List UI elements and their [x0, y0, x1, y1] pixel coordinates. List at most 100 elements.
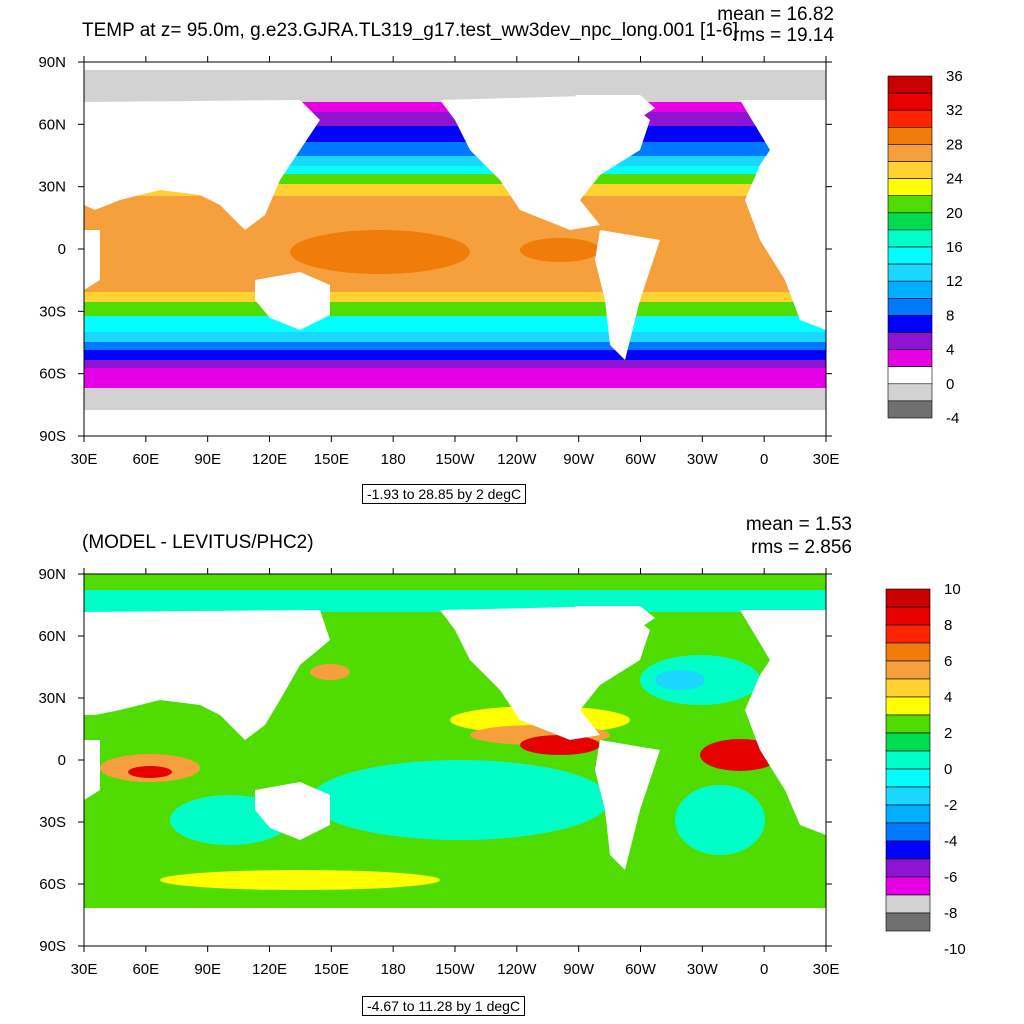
top-colorbar-swatch — [887, 178, 933, 197]
bottom-colorbar-label: -8 — [944, 905, 957, 922]
top-colorbar-label: 8 — [946, 307, 954, 324]
top-colorbar-swatch — [887, 127, 933, 145]
land-americas-n-b — [440, 606, 650, 740]
bottom-xtick-label: 30E — [813, 961, 840, 978]
top-colorbar-swatch — [887, 349, 933, 368]
bottom-yellow-tropics — [450, 706, 630, 734]
band-s-lightblue — [84, 342, 826, 350]
bottom-colorbar-label: -6 — [944, 869, 957, 886]
land-s-america-b — [595, 740, 660, 870]
bottom-colorbar-label: 4 — [944, 689, 952, 706]
bottom-ytick-label: 90S — [39, 938, 66, 955]
bottom-colorbar-label: 8 — [944, 617, 952, 634]
bottom-panel-title: (MODEL - LEVITUS/PHC2) — [82, 532, 314, 553]
top-xtick-label: 90W — [563, 451, 595, 468]
bottom-colorbar-swatch — [885, 606, 931, 626]
bottom-orange-indian — [100, 754, 200, 782]
bottom-ytick-label: 30S — [39, 814, 66, 831]
band-s-sky — [84, 332, 826, 342]
bottom-range-box: -4.67 to 11.28 by 1 degC — [362, 996, 526, 1016]
top-colorbar-swatch — [887, 109, 933, 128]
bottom-xtick-label: 120E — [252, 961, 287, 978]
top-xtick-label: 60W — [625, 451, 657, 468]
top-colorbar-swatch — [887, 92, 933, 111]
land-asia — [84, 100, 320, 230]
bottom-colorbar-swatch — [885, 894, 931, 914]
bottom-colorbar-swatch — [885, 786, 931, 806]
band-n-green — [84, 174, 826, 184]
top-xtick-label: 30E — [813, 451, 840, 468]
top-colorbar-label: 12 — [946, 273, 963, 290]
bottom-ocean-field — [84, 574, 826, 946]
warm-pool-2 — [520, 238, 600, 262]
top-colorbar-swatch — [887, 229, 933, 248]
bottom-xtick-label: 150W — [435, 961, 475, 978]
top-colorbar-label: 36 — [946, 68, 963, 85]
bottom-xtick-label: 150E — [314, 961, 349, 978]
band-seaice-s — [84, 388, 826, 410]
band-n-blue — [84, 126, 826, 142]
top-colorbar-label: 20 — [946, 205, 963, 222]
top-xtick-label: 180 — [381, 451, 406, 468]
top-range-box: -1.93 to 28.85 by 2 degC — [362, 484, 527, 504]
bottom-red-indian — [128, 766, 172, 778]
land-arctic — [84, 62, 826, 70]
bottom-ytick-label: 90N — [38, 566, 66, 583]
bottom-colorbar-label: 0 — [944, 761, 952, 778]
band-s-blue — [84, 350, 826, 360]
band-n-cyan — [84, 166, 826, 174]
top-xtick-label: 60E — [132, 451, 159, 468]
bottom-xtick-label: 120W — [497, 961, 537, 978]
bottom-yellow-kuroshio — [310, 664, 350, 680]
warm-pool — [290, 230, 470, 274]
band-n-yellow — [84, 184, 826, 196]
bottom-colorbar-swatch — [885, 858, 931, 878]
band-s-magenta — [84, 368, 826, 388]
top-colorbar-swatch — [887, 212, 933, 231]
band-tropics-orange — [84, 196, 826, 292]
land-africa-b — [740, 610, 826, 835]
top-panel-title: TEMP at z= 95.0m, g.e23.GJRA.TL319_g17.t… — [82, 20, 739, 41]
bottom-xtick-label: 60E — [132, 961, 159, 978]
top-colorbar-swatch — [887, 332, 933, 350]
top-colorbar-label: 16 — [946, 239, 963, 256]
bottom-colorbar-swatch — [885, 660, 931, 680]
bottom-xtick-label: 60W — [625, 961, 657, 978]
bottom-xtick-label: 0 — [760, 961, 768, 978]
top-colorbar-swatch — [887, 297, 933, 316]
top-xtick-label: 150E — [314, 451, 349, 468]
top-land — [84, 62, 826, 360]
land-greenland — [575, 95, 655, 118]
top-colorbar-swatch — [887, 315, 933, 333]
top-xtick-label: 150W — [435, 451, 475, 468]
bottom-cyan-atlantic — [640, 655, 760, 705]
bottom-cyan-n — [84, 590, 826, 612]
bottom-colorbar-swatch — [885, 876, 931, 896]
top-colorbar-label: 24 — [946, 171, 963, 188]
top-colorbar-label: -4 — [946, 410, 959, 427]
top-xtick-label: 0 — [760, 451, 768, 468]
bottom-colorbar-swatch — [885, 732, 931, 752]
bottom-colorbar-label: -2 — [944, 797, 957, 814]
top-xtick-label: 120W — [497, 451, 537, 468]
top-xtick-label: 30E — [71, 451, 98, 468]
bottom-colorbar-swatch — [885, 678, 931, 698]
bottom-colorbar-label: 6 — [944, 653, 952, 670]
band-n-lightblue — [84, 142, 826, 156]
bottom-cyan-pacific — [310, 760, 610, 840]
top-map-frame — [83, 61, 827, 437]
top-colorbar-swatch — [887, 144, 933, 162]
top-ytick-label: 30N — [38, 179, 66, 196]
bottom-xtick-label: 90W — [563, 961, 595, 978]
bottom-red-atlantic — [700, 739, 780, 771]
top-xtick-label: 120E — [252, 451, 287, 468]
land-greenland-b — [575, 606, 655, 628]
bottom-colorbar-label: 10 — [944, 581, 961, 598]
land-africa-w-b — [84, 740, 100, 800]
top-colorbar-swatch — [887, 400, 933, 419]
band-seaice-n — [84, 62, 826, 102]
top-colorbar-swatch — [887, 280, 933, 299]
top-ytick-label: 60N — [38, 116, 66, 133]
bottom-map-frame — [83, 573, 827, 947]
